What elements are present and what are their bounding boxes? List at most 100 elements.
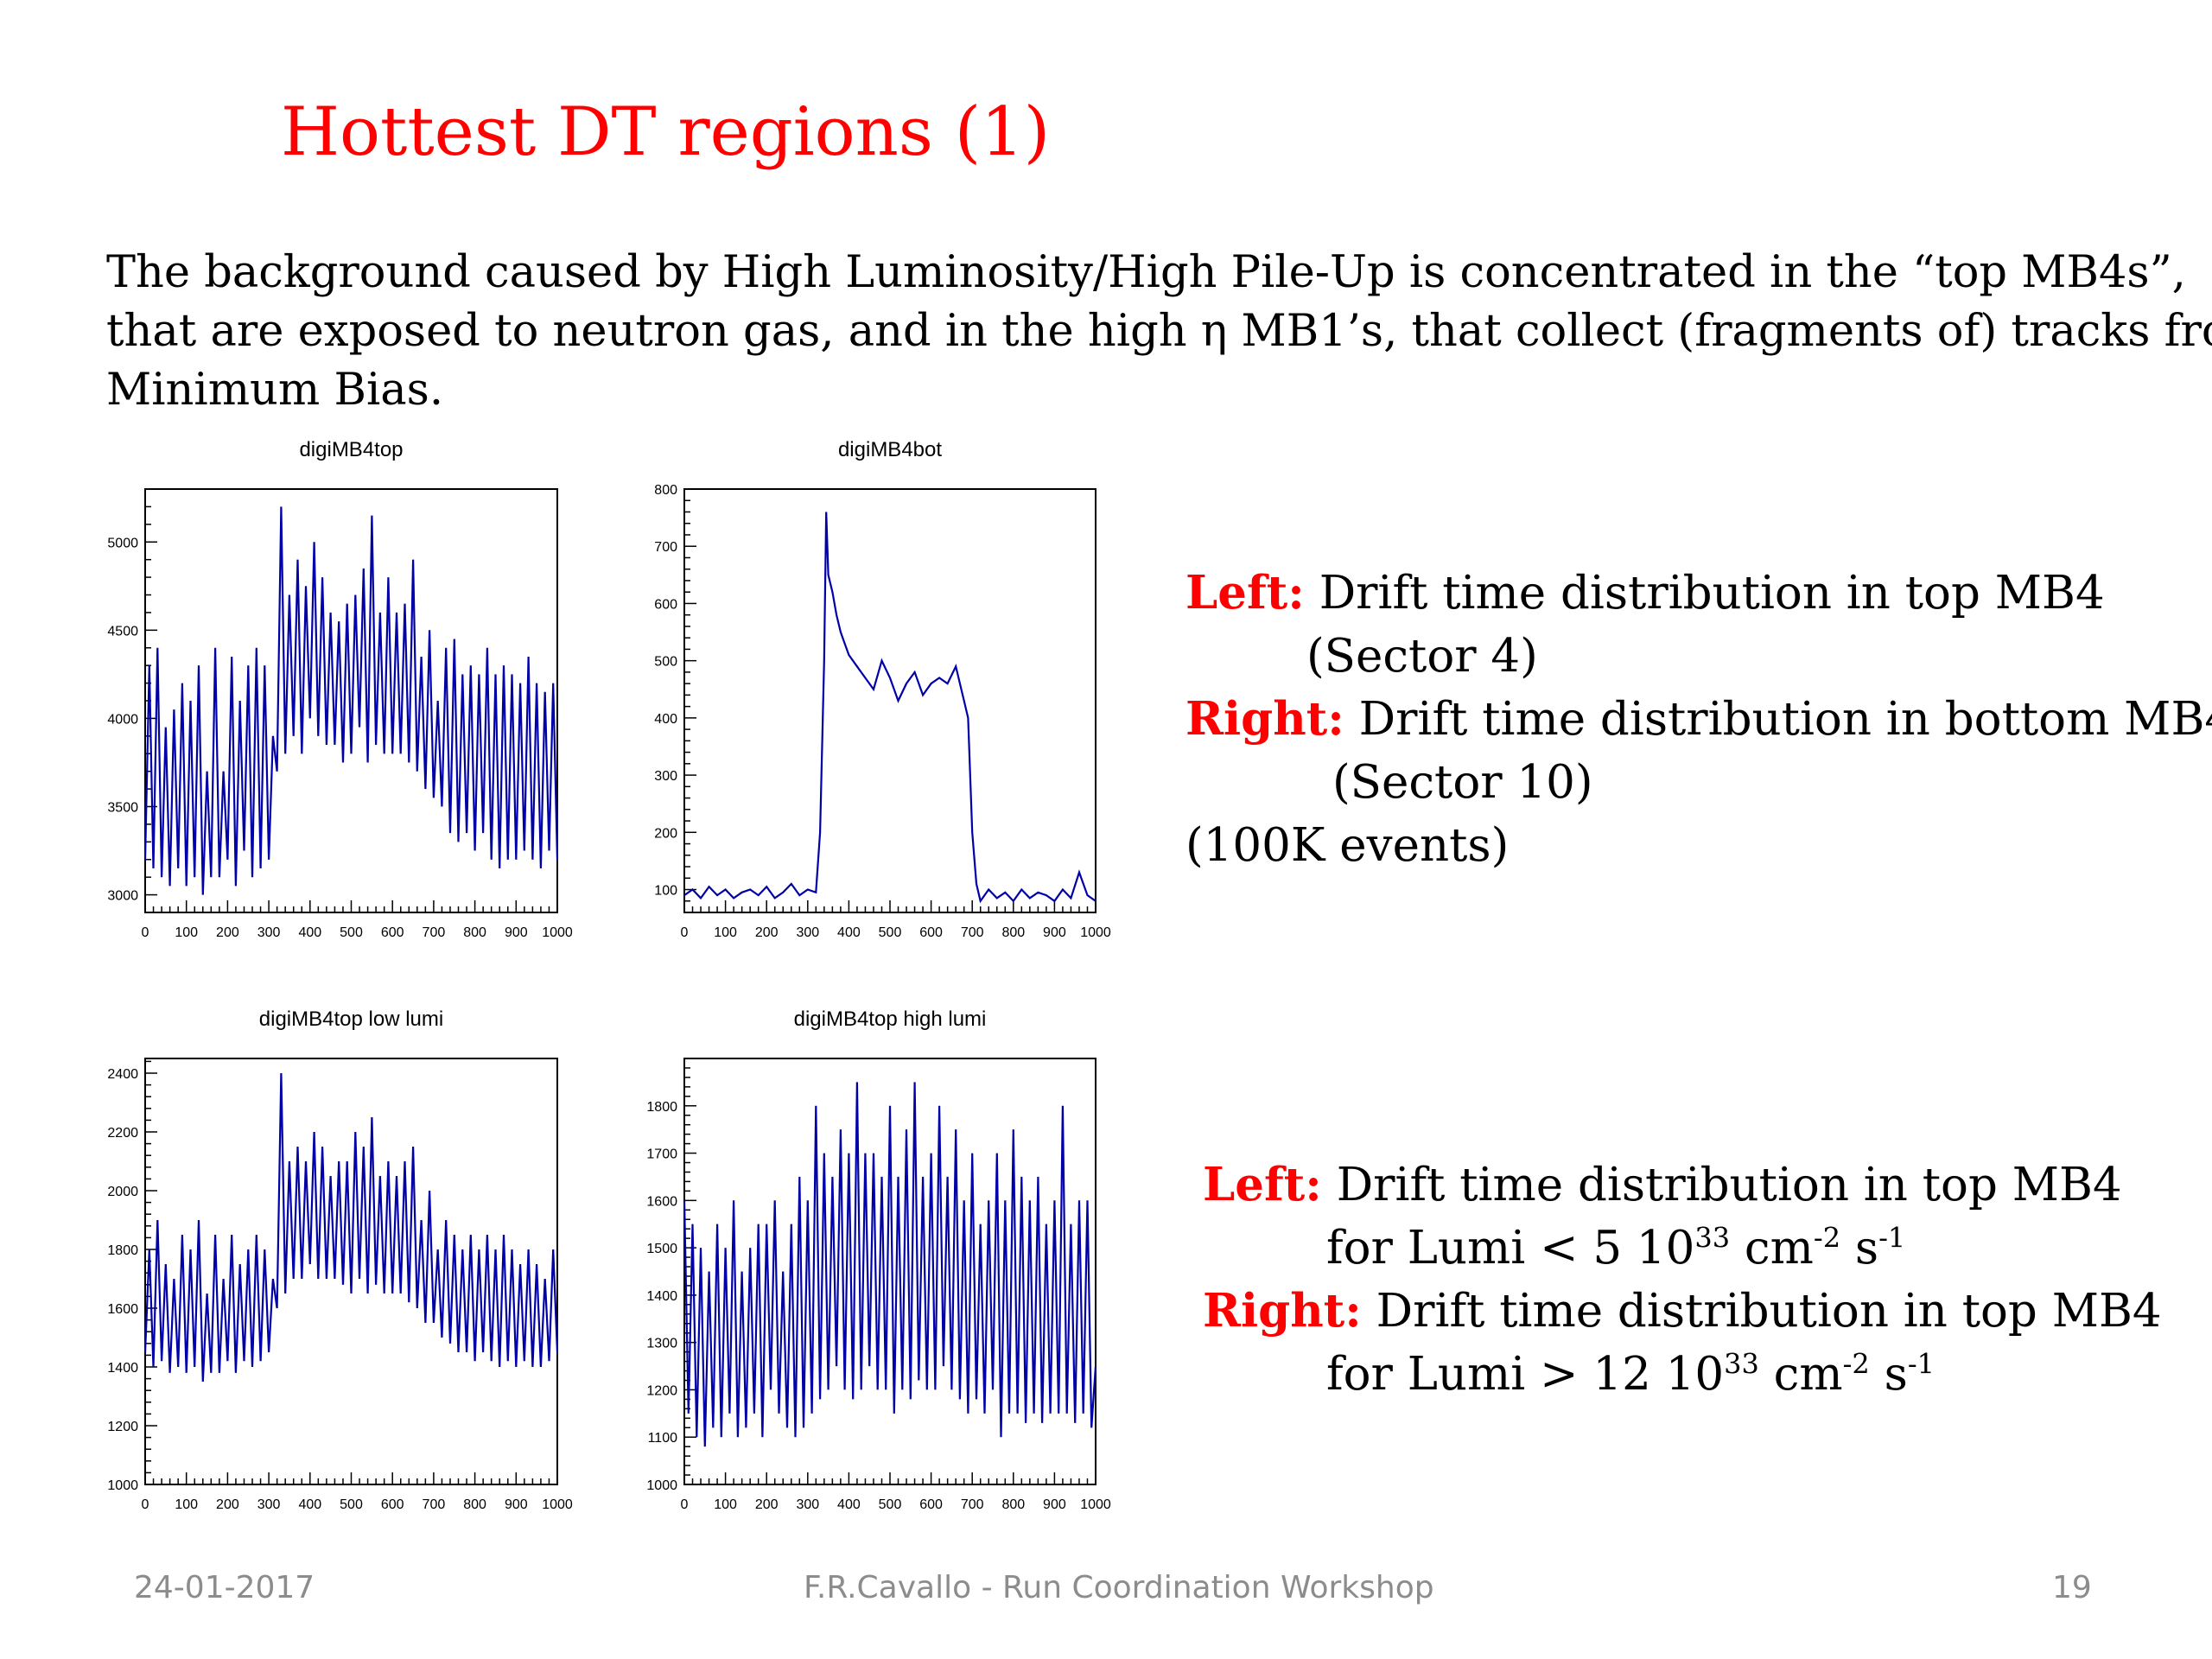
y-tick-label: 1800 xyxy=(646,1100,677,1115)
y-tick-label: 4000 xyxy=(107,712,138,727)
y-tick-label: 2200 xyxy=(107,1126,138,1141)
x-tick-label: 500 xyxy=(879,1497,902,1512)
exponent: -2 xyxy=(1842,1347,1870,1381)
histogram-3: digiMB4top low lumi 0 100 200 300 400 500 600 70… xyxy=(107,1007,572,1512)
y-tick-label: 1200 xyxy=(107,1420,138,1434)
x-tick-label: 200 xyxy=(755,1497,779,1512)
x-tick-label: 800 xyxy=(1001,1497,1025,1512)
plot-title: digiMB4bot xyxy=(838,438,942,461)
x-tick-label: 300 xyxy=(257,1497,281,1512)
x-tick-label: 300 xyxy=(796,925,819,940)
y-tick-label: 2000 xyxy=(107,1185,138,1199)
caption-bottom-right-line: Right: Drift time distribution in top MB… xyxy=(1203,1280,2162,1343)
x-tick-label: 1000 xyxy=(542,925,573,940)
left-label: Left: xyxy=(1203,1158,1322,1211)
x-tick-label: 500 xyxy=(340,1497,363,1512)
histogram-2: digiMB4bot 0 100 200 300 400 500 600 700 800 900 10… xyxy=(654,438,1111,940)
x-tick-label: 600 xyxy=(919,925,943,940)
x-tick-label: 700 xyxy=(423,1497,446,1512)
x-tick-label: 500 xyxy=(340,925,363,940)
slide-number: 19 xyxy=(2052,1570,2092,1605)
x-tick-label: 700 xyxy=(961,925,984,940)
right-text: Drift time distribution in top MB4 xyxy=(1361,1285,2162,1338)
x-tick-label: 1000 xyxy=(542,1497,573,1512)
y-tick-label: 800 xyxy=(654,483,677,498)
y-tick-label: 1000 xyxy=(646,1478,677,1493)
y-tick-label: 1300 xyxy=(646,1337,677,1351)
x-tick-label: 200 xyxy=(216,1497,239,1512)
y-tick-label: 1100 xyxy=(648,1431,678,1446)
lumi-text: for Lumi > 12 10 xyxy=(1326,1348,1725,1401)
x-tick-label: 100 xyxy=(175,925,198,940)
y-tick-label: 3500 xyxy=(107,801,138,816)
footer-presenter: F.R.Cavallo - Run Coordination Workshop xyxy=(804,1570,1434,1605)
x-tick-label: 100 xyxy=(175,1497,198,1512)
exponent: 33 xyxy=(1694,1221,1731,1255)
y-tick-label: 1000 xyxy=(107,1478,138,1493)
exponent: -1 xyxy=(1878,1221,1906,1255)
y-tick-label: 1400 xyxy=(646,1289,677,1304)
x-tick-label: 300 xyxy=(257,925,281,940)
right-text: Drift time distribution in bottom MB4 xyxy=(1344,693,2212,746)
y-tick-label: 1400 xyxy=(107,1361,138,1376)
unit-text: cm xyxy=(1730,1222,1814,1274)
left-text: Drift time distribution in top MB4 xyxy=(1304,567,2105,620)
exponent: 33 xyxy=(1724,1347,1759,1381)
plot-title: digiMB4top xyxy=(299,438,403,461)
x-tick-label: 0 xyxy=(681,925,689,940)
unit-text: s xyxy=(1840,1222,1879,1274)
y-tick-label: 2400 xyxy=(107,1067,138,1082)
x-tick-label: 300 xyxy=(796,1497,819,1512)
y-tick-label: 3000 xyxy=(107,889,138,904)
histogram-1: digiMB4top 0 100 200 300 400 500 600 700 800 900 10… xyxy=(107,438,572,940)
x-tick-label: 800 xyxy=(1001,925,1025,940)
left-lumi-condition: for Lumi < 5 1033 cm-2 s-1 xyxy=(1203,1217,2162,1280)
intro-line: Minimum Bias. xyxy=(106,365,444,416)
histogram-series xyxy=(683,512,1096,904)
unit-text: s xyxy=(1869,1348,1908,1401)
x-tick-label: 100 xyxy=(714,925,737,940)
y-tick-label: 1200 xyxy=(646,1383,677,1398)
left-continuation: (Sector 4) xyxy=(1306,630,1538,683)
caption-bottom: Left: Drift time distribution in top MB4… xyxy=(1203,1154,2162,1406)
left-text: Drift time distribution in top MB4 xyxy=(1321,1159,2122,1211)
x-tick-label: 400 xyxy=(298,1497,321,1512)
histogram-4: digiMB4top high lumi 0 100 200 300 400 500 600 7… xyxy=(646,1007,1110,1512)
y-tick-label: 5000 xyxy=(107,536,138,550)
y-tick-label: 1500 xyxy=(646,1242,677,1256)
y-tick-label: 1600 xyxy=(107,1302,138,1317)
x-tick-label: 900 xyxy=(1043,1497,1066,1512)
y-tick-label: 600 xyxy=(654,597,677,612)
y-tick-label: 300 xyxy=(654,769,677,784)
histogram-series xyxy=(683,1082,1097,1447)
x-tick-label: 0 xyxy=(142,1497,149,1512)
y-tick-label: 100 xyxy=(654,884,677,899)
x-tick-label: 700 xyxy=(961,1497,984,1512)
caption-top: Left: Drift time distribution in top MB4… xyxy=(1185,562,2212,877)
y-tick-label: 400 xyxy=(654,712,677,727)
y-tick-label: 4500 xyxy=(107,624,138,639)
x-tick-label: 900 xyxy=(1043,925,1066,940)
y-tick-label: 500 xyxy=(654,655,677,670)
intro-paragraph: The background caused by High Luminosity… xyxy=(106,244,2212,420)
y-tick-label: 200 xyxy=(654,826,677,841)
histogram-series xyxy=(143,506,559,895)
plot-title: digiMB4top high lumi xyxy=(794,1007,987,1031)
x-tick-label: 0 xyxy=(681,1497,689,1512)
x-tick-label: 500 xyxy=(879,925,902,940)
plot-title: digiMB4top low lumi xyxy=(259,1007,443,1031)
x-tick-label: 200 xyxy=(755,925,779,940)
x-tick-label: 800 xyxy=(463,1497,486,1512)
right-label: Right: xyxy=(1203,1284,1362,1338)
x-tick-label: 600 xyxy=(919,1497,943,1512)
right-continuation: (Sector 10) xyxy=(1332,756,1593,809)
right-label: Right: xyxy=(1185,692,1344,746)
x-tick-label: 0 xyxy=(142,925,149,940)
lumi-text: for Lumi < 5 10 xyxy=(1326,1222,1695,1274)
caption-top-left-line: Left: Drift time distribution in top MB4 xyxy=(1185,562,2212,625)
intro-line: The background caused by High Luminosity… xyxy=(106,247,2186,298)
footer-date: 24-01-2017 xyxy=(134,1570,315,1605)
y-tick-label: 1700 xyxy=(646,1147,677,1162)
caption-bottom-left-line: Left: Drift time distribution in top MB4 xyxy=(1203,1154,2162,1217)
x-tick-label: 1000 xyxy=(1080,925,1111,940)
